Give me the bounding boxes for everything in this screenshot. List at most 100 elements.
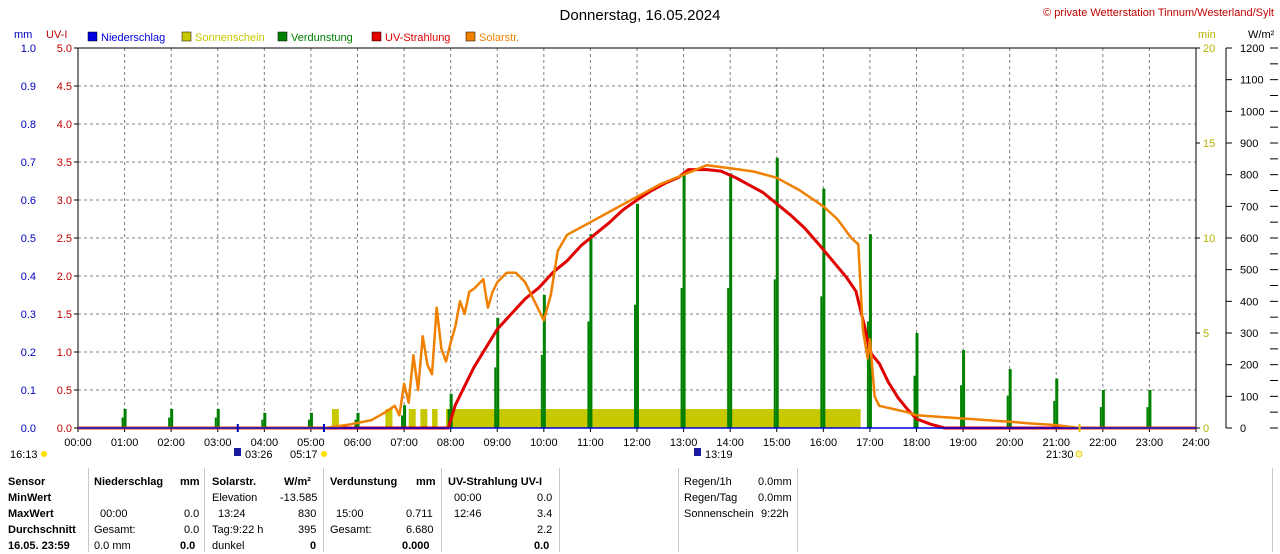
legend-swatch: [277, 31, 288, 42]
evaporation-bar: [1008, 369, 1012, 428]
evaporation-bar: [356, 412, 360, 428]
x-tick: 09:00: [483, 437, 511, 449]
evaporation-bar-minor: [1099, 407, 1102, 428]
y-mm-tick: 0.9: [21, 81, 36, 93]
evaporation-bar-minor: [680, 287, 683, 428]
legend-label: Verdunstung: [291, 32, 353, 44]
niederschlag-unit: mm: [180, 476, 200, 488]
x-tick: 17:00: [856, 437, 884, 449]
evaporation-bar: [123, 409, 127, 428]
y-wm2-tick: 900: [1240, 138, 1258, 150]
solar-unit: W/m²: [284, 476, 311, 488]
divider: [559, 468, 560, 552]
evaporation-bar: [822, 188, 826, 428]
evaporation-bar: [403, 405, 407, 428]
solar-avg-val: 395: [298, 524, 317, 536]
evaporation-bar: [962, 350, 966, 428]
y-uv-tick: 2.5: [57, 233, 72, 245]
y-min-tick: 0: [1203, 423, 1209, 435]
y-uv-tick: 3.0: [57, 195, 72, 207]
divider: [88, 468, 89, 552]
evaporation-bar-minor: [1146, 407, 1149, 428]
solar-min-val: -13.585: [280, 492, 318, 504]
chart-title: Donnerstag, 16.05.2024: [560, 7, 721, 24]
marker-left-time: 16:13: [10, 449, 38, 461]
evaporation-bar-minor: [1006, 395, 1009, 428]
x-tick: 24:00: [1182, 437, 1210, 449]
evaporation-bar-minor: [1053, 400, 1056, 428]
sonnenschein-label: Sonnenschein: [684, 508, 754, 520]
x-tick: 05:00: [297, 437, 325, 449]
evaporation-bar-minor: [214, 417, 217, 428]
niederschlag-max-val: 0.0: [184, 508, 200, 520]
evaporation-bar: [542, 295, 546, 428]
regen1h-val: 0.0mm: [758, 476, 792, 488]
x-tick: 20:00: [996, 437, 1024, 449]
row-label-sensor: Sensor: [8, 476, 46, 488]
uv-header: UV-Strahlung UV-I: [448, 476, 543, 488]
moon-icon: [694, 448, 701, 456]
x-tick: 06:00: [344, 437, 372, 449]
uv-min-time: 00:00: [454, 492, 482, 504]
verdunstung-unit: mm: [416, 476, 436, 488]
regen1h-label: Regen/1h: [684, 476, 732, 488]
evaporation-bar: [1148, 390, 1152, 428]
time-markers: 16:13 03:26 05:17 13:19 21:30: [10, 448, 1083, 461]
unit-uv-label: UV-I: [46, 29, 67, 41]
evaporation-bar: [589, 234, 593, 428]
y-min-tick: 10: [1203, 233, 1215, 245]
chart-series: [78, 157, 1196, 432]
solar-series-line: [78, 163, 1196, 430]
row-label-avg: Durchschnitt: [8, 524, 76, 536]
y-mm-tick: 1.0: [21, 43, 36, 55]
niederschlag-avg-val: 0.0: [184, 524, 200, 536]
weather-chart: Donnerstag, 16.05.2024 © private Wetters…: [10, 7, 1278, 461]
sunrise-icon: [321, 451, 327, 457]
x-tick: 04:00: [251, 437, 279, 449]
y-wm2-tick: 300: [1240, 328, 1258, 340]
x-tick: 23:00: [1136, 437, 1164, 449]
x-tick: 16:00: [810, 437, 838, 449]
y-mm-tick: 0.5: [21, 233, 36, 245]
evaporation-bar: [775, 157, 779, 428]
y-wm2-tick: 1200: [1240, 43, 1264, 55]
marker-noon: 13:19: [705, 449, 733, 461]
y-uv-tick: 4.0: [57, 119, 72, 131]
y-uv-tick: 0.5: [57, 385, 72, 397]
x-tick: 08:00: [437, 437, 465, 449]
y-mm-tick: 0.7: [21, 157, 36, 169]
unit-min-label: min: [1198, 29, 1216, 41]
legend-label: UV-Strahlung: [385, 32, 450, 44]
evaporation-bar-minor: [960, 385, 963, 428]
solar-max-time: 13:24: [218, 508, 246, 520]
y-mm-tick: 0.8: [21, 119, 36, 131]
niederschlag-last-total: 0.0: [180, 540, 196, 552]
chart-grid: [77, 47, 1227, 429]
sunset-icon: [1075, 450, 1083, 458]
niederschlag-avg-label: Gesamt:: [94, 524, 136, 536]
evaporation-bar-minor: [447, 409, 450, 428]
moonrise-icon: [234, 448, 241, 456]
y-min-tick: 20: [1203, 43, 1215, 55]
x-tick: 14:00: [716, 437, 744, 449]
verdunstung-max-time: 15:00: [336, 508, 364, 520]
uv-min-val: 0.0: [537, 492, 553, 504]
evaporation-bar-minor: [494, 367, 497, 428]
niederschlag-last-unit: mm: [112, 540, 131, 552]
sunset-tick: [1078, 424, 1081, 432]
sun-icon: [41, 451, 47, 457]
evaporation-bar-minor: [121, 417, 124, 428]
y-uv-tick: 4.5: [57, 81, 72, 93]
evaporation-bar-minor: [634, 304, 636, 428]
y-mm-tick: 0.4: [21, 271, 36, 283]
evaporation-bar: [682, 173, 686, 428]
y-wm2-tick: 800: [1240, 170, 1258, 182]
niederschlag-max-time: 00:00: [100, 508, 128, 520]
evaporation-bar-minor: [307, 419, 310, 428]
x-tick: 13:00: [670, 437, 698, 449]
verdunstung-max-val: 0.711: [406, 508, 433, 520]
x-tick: 10:00: [530, 437, 558, 449]
x-tick: 01:00: [111, 437, 139, 449]
x-tick: 12:00: [623, 437, 651, 449]
x-tick: 07:00: [390, 437, 418, 449]
